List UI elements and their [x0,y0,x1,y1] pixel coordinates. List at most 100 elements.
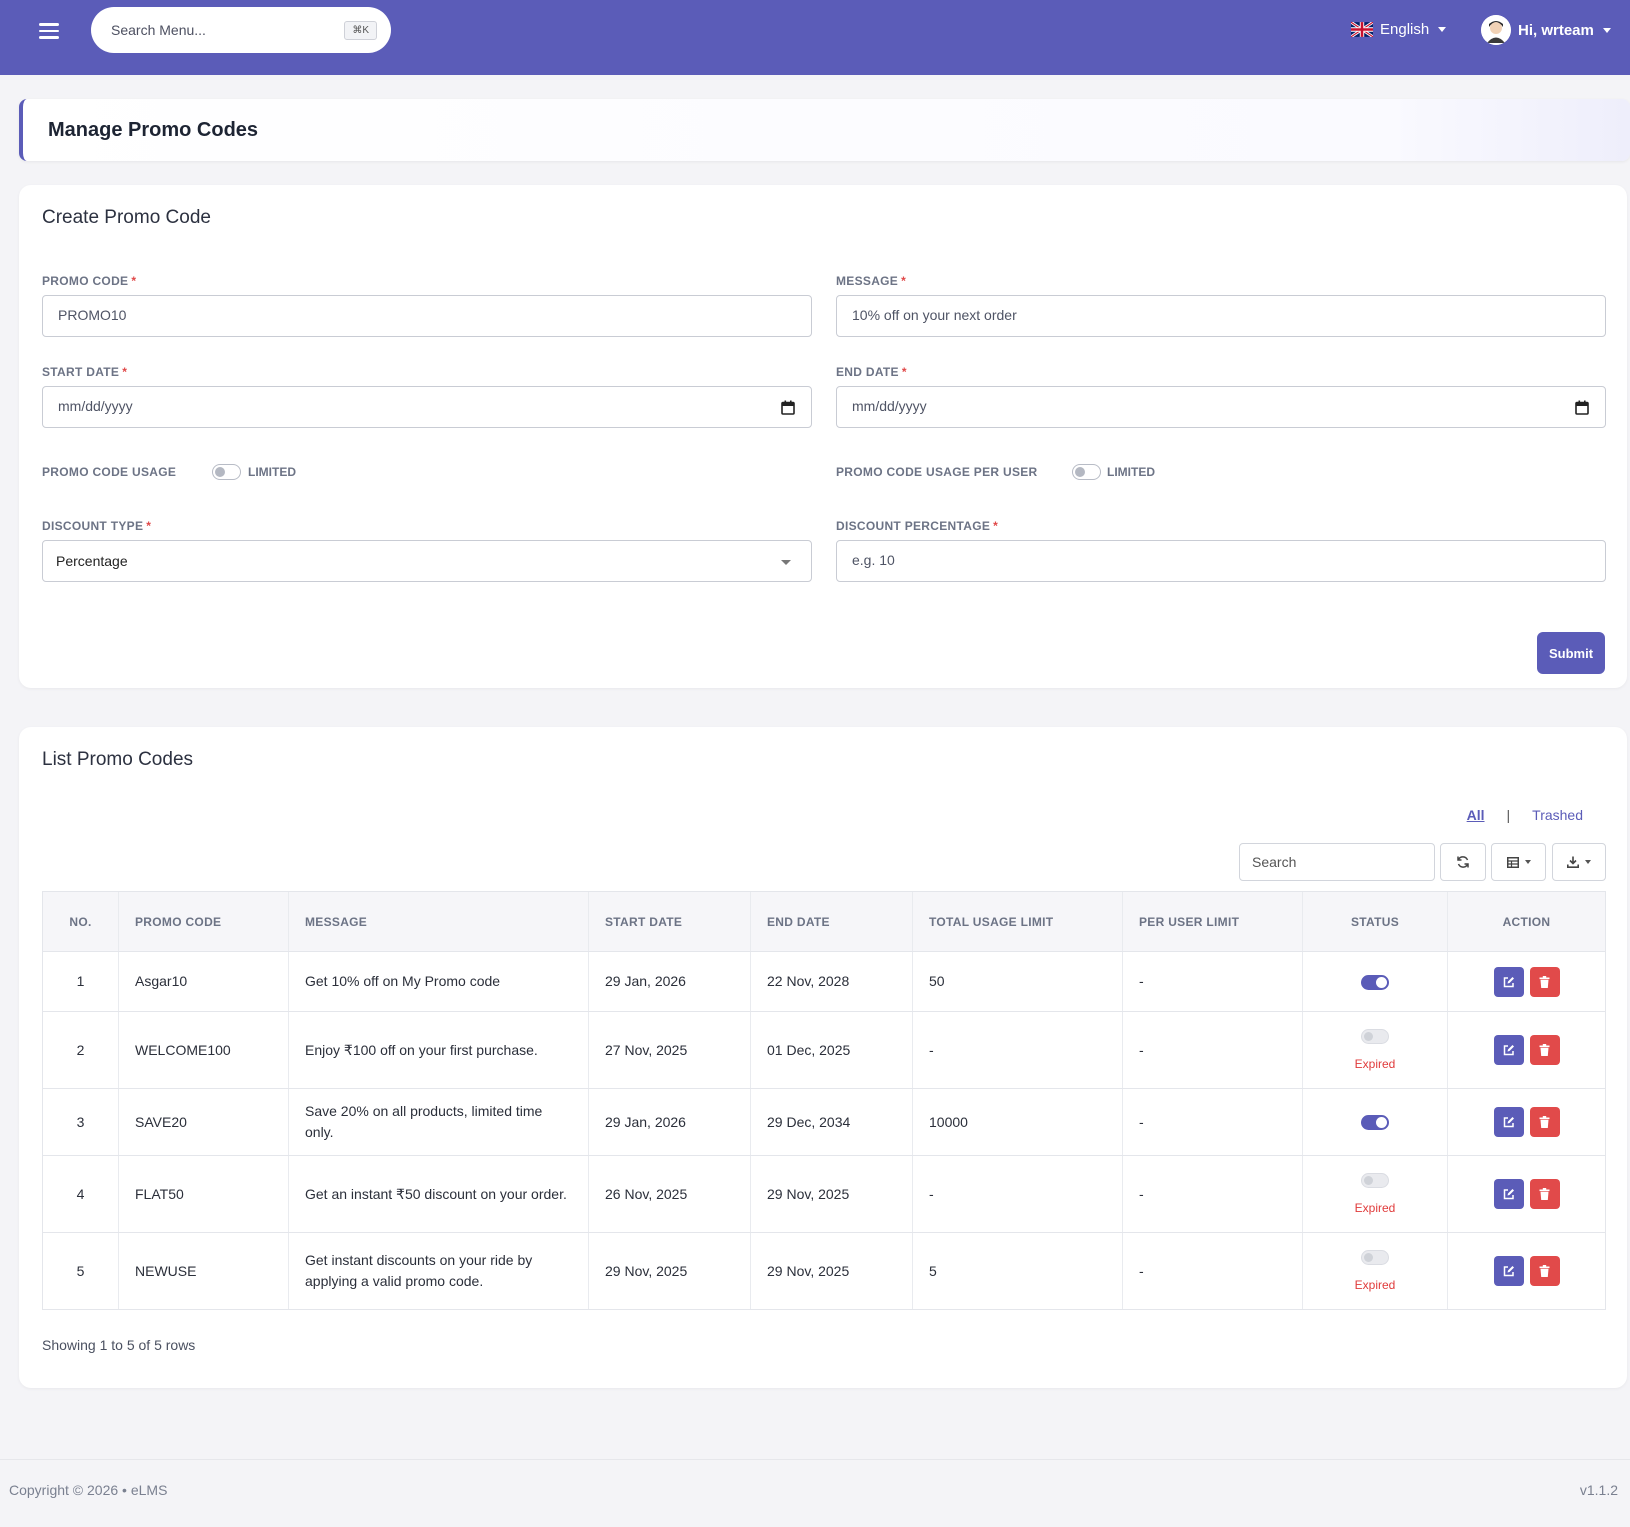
cell-status [1302,951,1448,1012]
user-greeting: Hi, wrteam [1518,21,1594,39]
language-dropdown[interactable]: English [1351,18,1447,40]
calendar-icon[interactable] [781,400,795,415]
trash-icon [1539,1116,1550,1128]
export-button[interactable] [1552,843,1606,881]
column-header[interactable]: ACTION [1447,891,1606,952]
promo-code-input[interactable] [58,307,711,323]
cell-no: 3 [42,1088,119,1156]
cell-no: 2 [42,1011,119,1089]
search-menu-input[interactable] [111,20,331,40]
delete-button[interactable] [1529,1256,1560,1286]
column-header[interactable]: STATUS [1302,891,1448,952]
filter-trashed-link[interactable]: Trashed [1532,807,1583,823]
cell-total-limit: 5 [912,1232,1123,1310]
columns-toggle-button[interactable] [1491,843,1546,881]
refresh-icon [1457,856,1469,868]
column-header[interactable]: START DATE [588,891,751,952]
hamburger-icon[interactable] [37,20,61,40]
user-menu[interactable]: Hi, wrteam [1481,14,1611,46]
edit-icon [1503,1189,1514,1200]
column-header[interactable]: MESSAGE [288,891,589,952]
table-row: 3 SAVE20 Save 20% on all products, limit… [42,1088,1606,1156]
create-promo-card: Create Promo Code PROMO CODE* MESSAGE* S… [19,185,1627,688]
column-header[interactable]: END DATE [750,891,913,952]
cell-per-user-limit: - [1122,1232,1303,1310]
filter-all-link[interactable]: All [1466,807,1485,823]
delete-button[interactable] [1529,1107,1560,1137]
edit-button[interactable] [1493,1179,1524,1209]
edit-button[interactable] [1493,1107,1524,1137]
cell-end-date: 29 Nov, 2025 [750,1155,913,1233]
status-toggle[interactable] [1361,974,1389,990]
cell-message: Get an instant ₹50 discount on your orde… [288,1155,589,1233]
delete-button[interactable] [1529,966,1560,997]
cell-total-limit: 10000 [912,1088,1123,1156]
end-date-input[interactable] [852,398,1505,414]
cell-status: Expired [1302,1155,1448,1233]
edit-button[interactable] [1493,1256,1524,1286]
status-toggle[interactable] [1361,1028,1389,1044]
table-search[interactable] [1239,843,1435,881]
cell-no: 4 [42,1155,119,1233]
column-header[interactable]: NO. [42,891,119,952]
column-header[interactable]: PER USER LIMIT [1122,891,1303,952]
discount-percentage-field[interactable] [836,540,1606,582]
chevron-down-icon [1602,27,1611,33]
cell-message: Get 10% off on My Promo code [288,951,589,1012]
cell-promo-code: NEWUSE [118,1232,289,1310]
trash-icon [1539,1044,1550,1056]
cell-promo-code: FLAT50 [118,1155,289,1233]
column-header[interactable]: TOTAL USAGE LIMIT [912,891,1123,952]
search-menu[interactable]: ⌘K [91,7,391,53]
trash-icon [1539,1188,1550,1200]
cell-start-date: 26 Nov, 2025 [588,1155,751,1233]
promo-usage-toggle[interactable] [212,464,241,480]
cell-start-date: 29 Jan, 2026 [588,951,751,1012]
edit-icon [1503,1117,1514,1128]
cell-start-date: 27 Nov, 2025 [588,1011,751,1089]
cell-message: Get instant discounts on your ride by ap… [288,1232,589,1310]
calendar-icon[interactable] [1575,400,1589,415]
table-row: 5 NEWUSE Get instant discounts on your r… [42,1232,1606,1310]
cell-total-limit: - [912,1011,1123,1089]
status-expired-text: Expired [1354,1201,1396,1215]
copyright-text: Copyright © 2026 • eLMS [9,1482,168,1498]
promo-code-field[interactable] [42,295,812,337]
table-row: 1 Asgar10 Get 10% off on My Promo code 2… [42,951,1606,1012]
status-toggle[interactable] [1361,1115,1389,1131]
column-header[interactable]: PROMO CODE [118,891,289,952]
promo-usage-per-user-toggle[interactable] [1072,464,1101,480]
filter-separator: | [1506,807,1511,823]
shortcut-hint: ⌘K [344,21,377,40]
cell-action [1447,1155,1606,1233]
promo-usage-per-user-label: PROMO CODE USAGE PER USER [836,465,1038,479]
footer: Copyright © 2026 • eLMS v1.1.2 [0,1459,1630,1527]
edit-button[interactable] [1493,1035,1524,1065]
start-date-field[interactable] [42,386,812,428]
end-date-field[interactable] [836,386,1606,428]
table-search-input[interactable] [1252,854,1422,870]
status-toggle[interactable] [1361,1249,1389,1265]
cell-message: Save 20% on all products, limited time o… [288,1088,589,1156]
trash-icon [1539,1265,1550,1277]
columns-icon [1506,856,1519,868]
cell-start-date: 29 Jan, 2026 [588,1088,751,1156]
submit-button[interactable]: Submit [1537,632,1605,674]
message-input[interactable] [852,307,1505,323]
edit-button[interactable] [1493,966,1524,997]
delete-button[interactable] [1529,1035,1560,1065]
delete-button[interactable] [1529,1179,1560,1209]
promo-usage-toggle-text: LIMITED [248,465,296,479]
cell-per-user-limit: - [1122,1155,1303,1233]
discount-percentage-input[interactable] [852,552,1505,568]
cell-no: 1 [42,951,119,1012]
list-promo-card: List Promo Codes All | Trashed NO. PROMO… [19,727,1627,1388]
message-field[interactable] [836,295,1606,337]
cell-promo-code: SAVE20 [118,1088,289,1156]
start-date-input[interactable] [58,398,711,414]
refresh-button[interactable] [1440,843,1486,881]
page-header: Manage Promo Codes [19,99,1630,161]
status-toggle[interactable] [1361,1172,1389,1188]
chevron-down-icon [1585,860,1591,864]
discount-type-select[interactable]: Percentage [42,540,812,582]
